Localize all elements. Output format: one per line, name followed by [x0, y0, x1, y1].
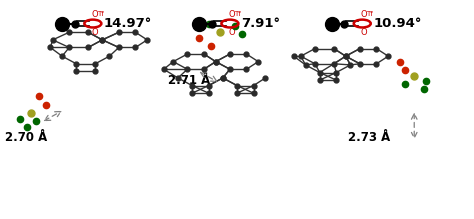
- Text: Tf: Tf: [234, 11, 240, 17]
- Text: 2.70 Å: 2.70 Å: [5, 131, 47, 144]
- Text: O: O: [361, 10, 367, 19]
- Text: O: O: [361, 28, 367, 37]
- Text: O: O: [228, 10, 235, 19]
- Text: 14.97°: 14.97°: [104, 17, 152, 30]
- Text: 2.73 Å: 2.73 Å: [348, 131, 390, 144]
- Text: 10.94°: 10.94°: [373, 17, 421, 30]
- Text: Tf: Tf: [97, 11, 103, 17]
- Text: O: O: [228, 28, 235, 37]
- Text: O: O: [91, 10, 98, 19]
- Text: 2.71 Å: 2.71 Å: [168, 74, 210, 87]
- Text: Tf: Tf: [366, 11, 373, 17]
- Text: O: O: [91, 28, 98, 37]
- Text: 7.91°: 7.91°: [241, 17, 280, 30]
